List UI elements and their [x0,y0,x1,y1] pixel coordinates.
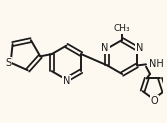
Text: N: N [135,43,143,53]
Text: S: S [5,58,12,68]
Text: N: N [63,76,70,86]
Text: O: O [151,96,158,106]
Text: CH₃: CH₃ [114,24,130,33]
Text: NH: NH [149,59,164,69]
Text: N: N [101,43,109,53]
